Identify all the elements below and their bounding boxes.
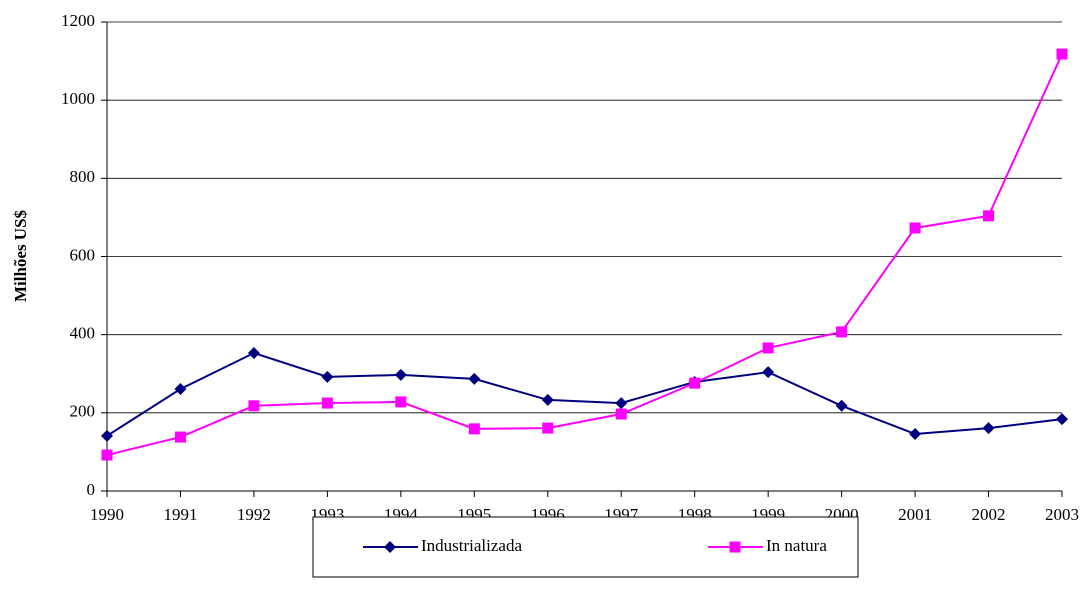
data-point [394, 368, 407, 381]
x-tick-label: 1992 [237, 505, 271, 524]
series-line [106, 351, 1063, 437]
data-point [542, 422, 554, 434]
data-point [836, 326, 848, 338]
data-point [615, 397, 628, 410]
x-tick-label: 2003 [1045, 505, 1079, 524]
legend-marker [729, 541, 741, 553]
legend-label: In natura [766, 536, 827, 555]
data-point [248, 400, 260, 412]
x-tick-label: 2001 [898, 505, 932, 524]
data-point [835, 399, 848, 412]
y-axis-label: Milhões US$ [11, 209, 30, 302]
data-point [247, 347, 260, 360]
x-tick-label: 1991 [163, 505, 197, 524]
data-point [762, 366, 775, 379]
y-tick-label: 1200 [61, 11, 95, 30]
y-tick-label: 400 [70, 324, 96, 343]
data-point [468, 372, 481, 385]
series-line [106, 53, 1063, 457]
data-point [982, 422, 995, 435]
data-point [909, 222, 921, 234]
y-tick-label: 800 [70, 167, 96, 186]
data-point [101, 429, 113, 442]
y-tick-label: 200 [70, 402, 96, 421]
data-point [909, 427, 922, 440]
data-point [1056, 48, 1068, 60]
x-tick-label: 1990 [90, 505, 124, 524]
data-point [541, 393, 554, 406]
y-tick-label: 0 [87, 480, 96, 499]
data-point [101, 449, 113, 461]
data-point [174, 382, 187, 395]
data-point [321, 370, 334, 383]
data-point [174, 431, 186, 443]
data-point [689, 377, 701, 389]
x-tick-label: 2002 [972, 505, 1006, 524]
data-point [983, 210, 995, 222]
data-point [1056, 413, 1068, 426]
legend-label: Industrializada [421, 536, 522, 555]
data-point [762, 342, 774, 354]
data-point [615, 408, 627, 420]
y-tick-label: 1000 [61, 89, 95, 108]
legend-marker [384, 541, 396, 553]
data-point [395, 396, 407, 408]
y-tick-label: 600 [70, 245, 96, 264]
data-point [468, 423, 480, 435]
data-point [321, 397, 333, 409]
